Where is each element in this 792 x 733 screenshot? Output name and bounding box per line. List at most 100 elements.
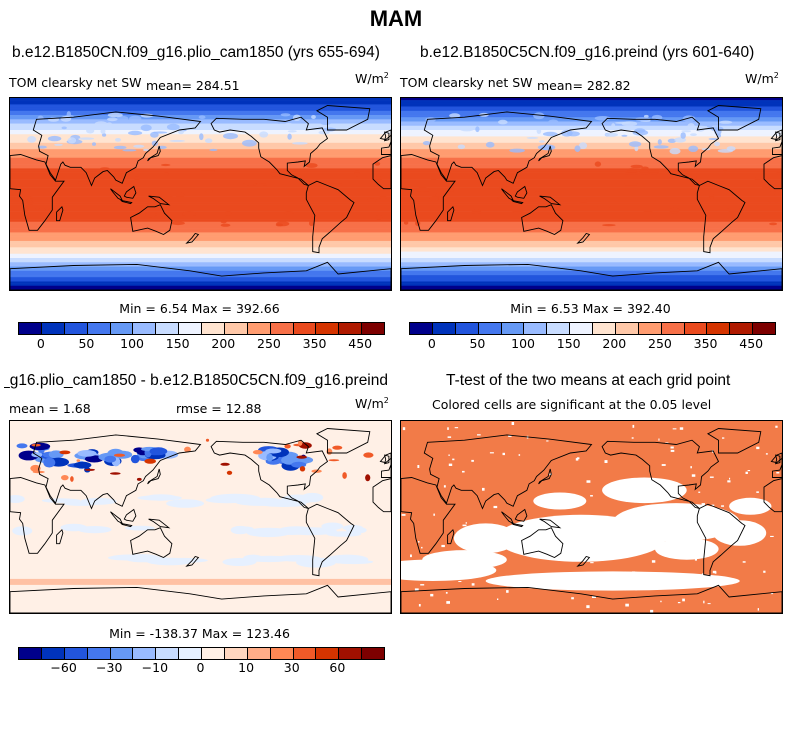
colorbar-swatch [293, 323, 317, 334]
surface-patch [37, 115, 44, 122]
colorbar-tick-label: 60 [329, 660, 346, 675]
insignificant-cell [765, 453, 768, 455]
surface-patch [153, 131, 168, 134]
coastline [696, 503, 746, 577]
zonal-band [401, 223, 782, 227]
panel3-minmax: Min = -138.37 Max = 123.46 [109, 626, 290, 641]
insignificant-cell [770, 535, 774, 537]
colorbar-swatch [156, 648, 180, 659]
colorbar-tick-label: 10 [238, 660, 255, 675]
surface-patch [287, 133, 292, 140]
colorbar-swatch [156, 323, 180, 334]
insignificant-cell [502, 452, 505, 456]
zonal-band [401, 249, 782, 252]
colorbar-tick-label: −60 [50, 660, 77, 675]
surface-patch [754, 177, 762, 180]
surface-patch [498, 119, 508, 125]
coastline [521, 204, 564, 236]
colorbar-tick-label: 250 [648, 336, 672, 351]
zonal-band [10, 106, 391, 109]
coastline [501, 511, 515, 525]
insignificant-cell [482, 487, 485, 491]
colorbar-swatch [478, 323, 502, 334]
surface-patch [133, 144, 145, 148]
surface-patch [669, 207, 680, 214]
zonal-band [401, 234, 782, 237]
zonal-band [401, 243, 782, 246]
zonal-band [401, 112, 782, 116]
coastline [706, 428, 762, 454]
zonal-band [401, 228, 782, 231]
surface-patch [77, 181, 88, 185]
surface-patch [687, 123, 695, 130]
insignificant-cell [410, 554, 412, 558]
surface-patch [205, 189, 213, 194]
insignificant-cell [715, 578, 718, 581]
zonal-band [401, 134, 782, 137]
colorbar-swatch [661, 323, 685, 334]
panel3-map [9, 420, 392, 614]
surface-patch [762, 184, 770, 191]
insignificant-cell [497, 598, 499, 600]
insignificant-cell [588, 522, 590, 524]
zonal-band [10, 112, 391, 116]
coastline [210, 439, 329, 509]
colorbar-swatch [684, 323, 708, 334]
panel2-title: b.e12.B1850C5CN.f09_g16.preind (yrs 601-… [420, 44, 755, 61]
coastline [147, 145, 161, 162]
zonal-band [401, 200, 782, 203]
difference-patch [265, 448, 282, 454]
zonal-band [401, 172, 782, 176]
zonal-band [10, 243, 391, 246]
panel3-map-svg [10, 421, 391, 613]
surface-patch [459, 126, 475, 132]
surface-patch [330, 183, 343, 187]
surface-patch [225, 210, 232, 217]
coastline [539, 518, 562, 529]
surface-patch [624, 182, 638, 186]
insignificant-cell [503, 538, 505, 540]
zonal-band [401, 238, 782, 242]
zonal-band [10, 100, 391, 103]
zonal-band [10, 262, 391, 265]
difference-patch [10, 578, 391, 585]
insignificant-cell [433, 513, 435, 516]
coastline [148, 195, 171, 206]
zonal-band [401, 264, 782, 267]
surface-patch [769, 222, 778, 226]
colorbar-tick-label: 100 [511, 336, 535, 351]
insignificant-cell [489, 452, 494, 454]
zonal-band [401, 179, 782, 182]
surface-patch [475, 126, 480, 133]
surface-patch [509, 148, 525, 153]
surface-patch [44, 206, 50, 210]
surface-patch [688, 145, 699, 152]
colorbar-tick-label: 450 [348, 336, 373, 351]
zonal-band [10, 110, 391, 114]
insignificant-cell [571, 597, 574, 600]
surface-patch [403, 220, 409, 225]
insignificant-cell [691, 474, 696, 477]
coastline [10, 584, 391, 613]
insignificant-cell [625, 603, 629, 607]
colorbar-swatch [524, 323, 548, 334]
insignificant-cell [670, 446, 674, 449]
zonal-band [401, 181, 782, 184]
zonal-band [10, 149, 391, 152]
panel2-map-svg [401, 98, 782, 290]
zonal-band [401, 281, 782, 284]
zonal-band [10, 219, 391, 223]
surface-patch [283, 123, 294, 128]
surface-patch [706, 122, 713, 129]
panel3-difference-field [10, 421, 391, 613]
panel4-map [400, 420, 783, 614]
zonal-band [10, 247, 391, 250]
difference-patch [334, 559, 374, 565]
surface-patch [209, 148, 218, 152]
surface-patch [715, 181, 725, 184]
difference-patch [365, 474, 371, 482]
surface-patch [292, 142, 308, 145]
zonal-band [401, 194, 782, 197]
zonal-band [401, 260, 782, 263]
surface-patch [578, 142, 588, 150]
